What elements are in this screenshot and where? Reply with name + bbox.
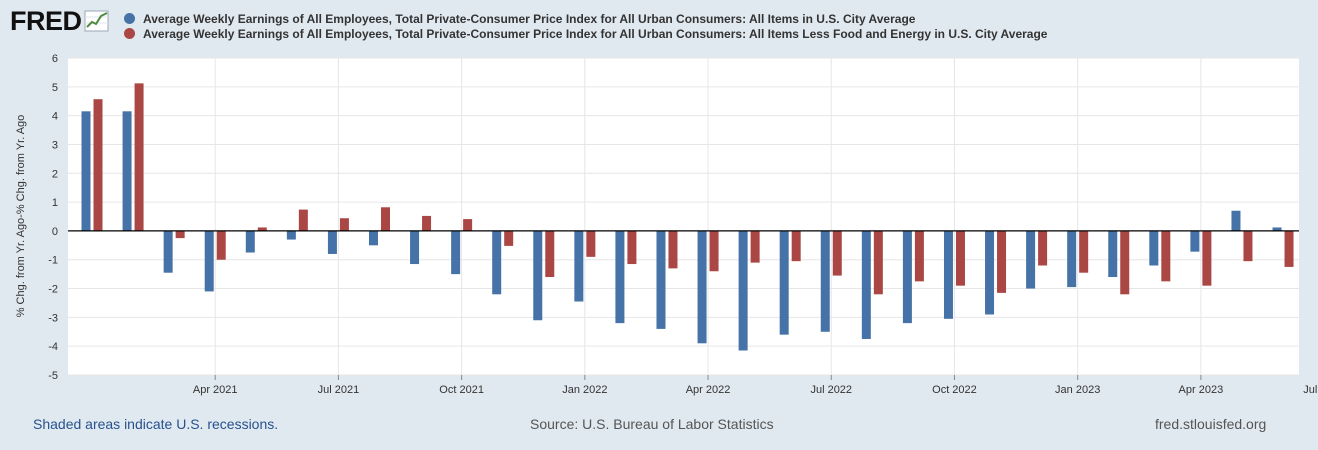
x-tick-label: Apr 2022 [686,384,731,396]
x-tick-label: Apr 2021 [193,384,238,396]
source-note: Source: U.S. Bureau of Labor Statistics [530,416,774,432]
bar-series-1-2022-10[interactable] [943,230,953,319]
recessions-note: Shaded areas indicate U.S. recessions. [33,416,279,432]
y-tick-label: 1 [52,197,58,209]
y-tick-label: -2 [48,284,58,296]
y-tick-label: 4 [52,111,58,123]
bar-series-2-2021-09[interactable] [422,215,432,231]
bar-series-2-2022-05[interactable] [750,230,760,263]
bar-series-1-2022-04[interactable] [697,230,707,344]
x-tick-label: Jul 2021 [318,384,360,396]
site-link[interactable]: fred.stlouisfed.org [1155,416,1267,432]
x-tick-label: Jan 2022 [562,384,607,396]
bar-series-2-2021-01[interactable] [93,99,103,231]
bar-series-1-2021-03[interactable] [163,230,173,273]
bar-series-2-2023-06[interactable] [1284,230,1294,267]
y-tick-label: 3 [52,139,58,151]
bar-series-2-2021-03[interactable] [175,230,185,239]
bar-series-2-2022-12[interactable] [1038,230,1048,266]
y-tick-label: 6 [52,53,58,65]
bar-series-2-2022-03[interactable] [668,230,678,269]
bar-series-2-2023-02[interactable] [1120,230,1130,295]
bar-series-2-2021-08[interactable] [380,207,390,231]
bar-series-1-2021-12[interactable] [533,230,543,321]
bar-series-1-2023-02[interactable] [1108,230,1118,278]
fred-logo[interactable]: FRED [10,6,110,36]
bar-series-2-2022-07[interactable] [832,230,842,276]
bar-series-2-2022-01[interactable] [586,230,596,257]
bar-series-1-2022-12[interactable] [1026,230,1036,289]
bar-series-1-2023-04[interactable] [1190,230,1200,252]
bar-series-2-2023-05[interactable] [1243,230,1253,262]
bar-series-2-2022-11[interactable] [997,230,1007,293]
bar-series-1-2022-03[interactable] [656,230,666,329]
bar-series-2-2023-01[interactable] [1079,230,1089,273]
bar-series-1-2022-05[interactable] [738,230,748,351]
bar-chart: 6 5 4 3 2 1 0 -1 -2 -3 -4 -5 Apr 2021 Jul 2021 Oct 202… [15,53,1318,396]
y-tick-label: 0 [52,226,58,238]
y-tick-label: -3 [48,312,58,324]
y-axis-label: % Chg. from Yr. Ago-% Chg. from Yr. Ago [15,115,27,318]
bar-series-1-2021-06[interactable] [286,230,296,240]
x-tick-label: Apr 2023 [1179,384,1224,396]
bar-series-1-2021-04[interactable] [204,230,214,292]
legend-marker-series-1 [124,13,135,24]
x-tick-label: Jul 2022 [810,384,852,396]
bar-series-1-2023-01[interactable] [1067,230,1077,288]
bar-series-2-2022-10[interactable] [955,230,965,286]
bar-series-1-2021-09[interactable] [410,230,420,265]
x-tick-label: Oct 2021 [439,384,484,396]
bar-series-2-2022-06[interactable] [791,230,801,262]
bar-series-1-2021-01[interactable] [81,111,91,231]
bar-series-1-2021-08[interactable] [368,230,378,246]
fred-logo-text: FRED [10,6,82,36]
legend-label-series-1: Average Weekly Earnings of All Employees… [143,11,916,26]
bar-series-1-2023-06[interactable] [1272,227,1282,231]
bar-series-2-2021-12[interactable] [545,230,555,278]
bar-series-1-2022-07[interactable] [820,230,830,332]
bar-series-2-2021-04[interactable] [216,230,226,260]
bar-series-2-2022-04[interactable] [709,230,719,272]
bar-series-1-2023-05[interactable] [1231,210,1241,231]
bar-series-2-2021-06[interactable] [298,209,308,231]
x-tick-label: Jan 2023 [1055,384,1100,396]
x-tick-label: Jul 2023 [1303,384,1318,396]
legend-item-series-1[interactable]: Average Weekly Earnings of All Employees… [124,11,1047,26]
y-tick-label: 5 [52,82,58,94]
bar-series-2-2021-07[interactable] [339,218,349,231]
bar-series-2-2022-09[interactable] [914,230,924,282]
y-tick-label: -4 [48,341,58,353]
x-tick-label: Oct 2022 [932,384,977,396]
fred-chart-icon [84,10,108,32]
bar-series-2-2022-02[interactable] [627,230,637,265]
y-tick-label: -1 [48,255,58,267]
bar-series-1-2023-03[interactable] [1149,230,1159,266]
bar-series-2-2022-08[interactable] [873,230,883,295]
chart-legend: Average Weekly Earnings of All Employees… [124,11,1047,41]
bar-series-1-2022-02[interactable] [615,230,625,324]
bar-series-2-2021-02[interactable] [134,83,144,231]
bar-series-1-2021-05[interactable] [245,230,255,253]
legend-marker-series-2 [124,28,135,39]
bar-series-2-2023-04[interactable] [1202,230,1212,286]
bar-series-1-2022-01[interactable] [574,230,584,302]
bar-series-1-2022-06[interactable] [779,230,789,335]
bar-series-1-2021-07[interactable] [327,230,337,254]
y-tick-label: 2 [52,168,58,180]
bar-series-1-2021-11[interactable] [492,230,502,295]
bar-series-2-2021-10[interactable] [463,219,473,231]
legend-label-series-2: Average Weekly Earnings of All Employees… [143,26,1048,41]
legend-item-series-2[interactable]: Average Weekly Earnings of All Employees… [124,26,1047,41]
bar-series-1-2022-08[interactable] [861,230,871,339]
bar-series-1-2021-10[interactable] [451,230,461,275]
plot-area [68,58,1299,375]
bar-series-1-2022-09[interactable] [902,230,912,324]
bar-series-1-2021-02[interactable] [122,111,132,231]
y-tick-label: -5 [48,370,58,382]
bar-series-1-2022-11[interactable] [985,230,995,315]
bar-series-2-2023-03[interactable] [1161,230,1171,282]
bar-series-2-2021-05[interactable] [257,227,267,231]
bar-series-2-2021-11[interactable] [504,230,514,246]
